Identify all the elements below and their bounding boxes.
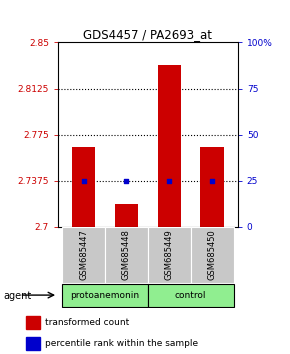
Point [167, 178, 172, 183]
Text: transformed count: transformed count [45, 318, 129, 327]
Bar [157, 64, 181, 227]
Bar [26, 337, 40, 350]
Bar [148, 285, 233, 307]
Bar [200, 147, 224, 227]
Title: GDS4457 / PA2693_at: GDS4457 / PA2693_at [84, 28, 212, 41]
Point [124, 178, 129, 183]
Point [210, 178, 214, 183]
Bar [115, 205, 138, 227]
Text: control: control [175, 291, 206, 299]
Text: percentile rank within the sample: percentile rank within the sample [45, 339, 198, 348]
Text: agent: agent [3, 291, 31, 301]
Text: GSM685449: GSM685449 [165, 229, 174, 280]
Bar [26, 316, 40, 329]
Bar [62, 227, 105, 283]
Text: protoanemonin: protoanemonin [70, 291, 140, 299]
Bar [105, 227, 148, 283]
Bar [62, 285, 148, 307]
Bar [148, 227, 191, 283]
Text: GSM685447: GSM685447 [79, 229, 88, 280]
Bar [72, 147, 95, 227]
Text: GSM685450: GSM685450 [208, 229, 217, 280]
Bar [191, 227, 233, 283]
Point [81, 178, 86, 183]
Text: GSM685448: GSM685448 [122, 229, 131, 280]
